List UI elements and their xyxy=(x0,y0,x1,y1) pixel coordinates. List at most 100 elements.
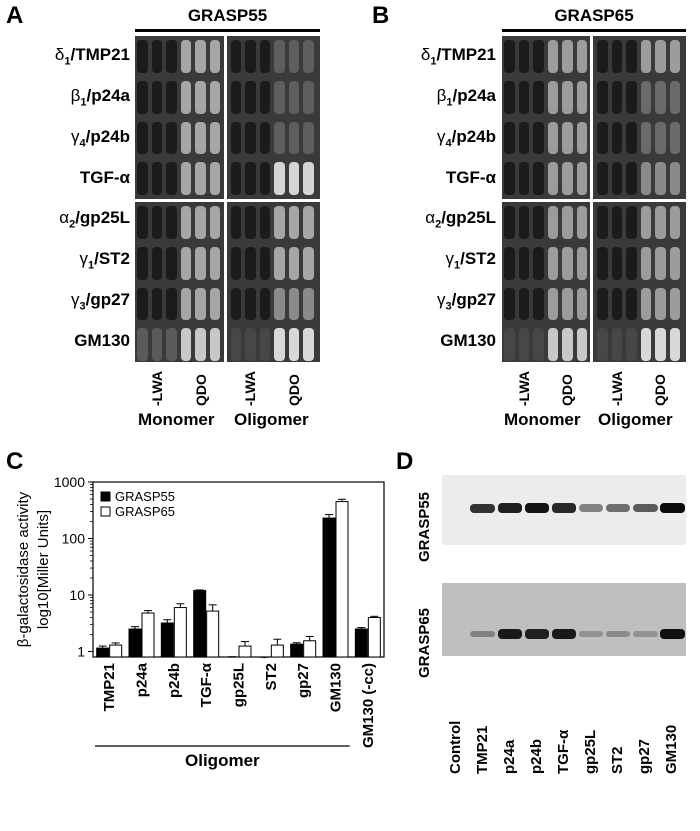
yeast-colony xyxy=(611,121,622,155)
western-band xyxy=(551,629,577,639)
yeast-colony xyxy=(151,328,163,361)
yeast-colony xyxy=(245,246,256,280)
yeast-colony xyxy=(303,40,314,73)
yeast-colony xyxy=(518,162,529,195)
western-label-grasp65: GRASP65 xyxy=(416,607,433,678)
yeast-colony xyxy=(230,246,242,280)
yeast-colony xyxy=(151,40,163,73)
western-band xyxy=(633,503,658,513)
yeast-colony xyxy=(137,246,148,280)
row-label-subscript: 2 xyxy=(435,218,442,231)
yeast-colony xyxy=(245,206,256,239)
yeast-colony xyxy=(611,328,622,361)
yeast-colony xyxy=(655,328,666,361)
row-label-subscript: 4 xyxy=(79,137,86,150)
row-label: γ4/p24b xyxy=(437,127,496,149)
yeast-colony xyxy=(274,162,285,195)
yeast-colony xyxy=(166,80,177,114)
western-label-grasp55: GRASP55 xyxy=(416,491,433,562)
panel-a-yeast-grid xyxy=(135,36,320,362)
yeast-colony xyxy=(259,80,271,114)
yeast-colony xyxy=(655,121,666,155)
yeast-colony xyxy=(504,287,515,321)
yeast-colony xyxy=(274,121,285,155)
lane-label: Control xyxy=(446,720,464,774)
yeast-colony xyxy=(259,40,271,73)
yeast-colony xyxy=(626,80,637,114)
column-label: -LWA xyxy=(608,371,625,406)
yeast-colony xyxy=(151,206,163,239)
yeast-colony xyxy=(137,162,148,195)
panel-a-title-rule xyxy=(135,29,320,32)
row-label-greek: δ xyxy=(54,45,65,65)
yeast-colony xyxy=(655,206,666,239)
panel-letter-c: C xyxy=(6,448,24,475)
yeast-colony xyxy=(640,328,651,361)
yeast-colony xyxy=(518,80,529,114)
row-label-greek: γ xyxy=(70,126,80,146)
row-label-name: /gp27 xyxy=(451,289,496,309)
yeast-colony xyxy=(303,121,314,155)
yeast-colony xyxy=(576,121,587,155)
row-label: α2/gp25L xyxy=(59,208,130,230)
row-label-name: TGF-α xyxy=(79,167,130,187)
row-label: γ3/gp27 xyxy=(437,290,496,312)
yeast-colony xyxy=(655,40,666,73)
row-label: GM130 xyxy=(440,331,496,351)
yeast-colony xyxy=(151,121,163,155)
yeast-colony xyxy=(562,40,573,73)
yeast-colony xyxy=(504,40,515,73)
yeast-colony xyxy=(547,246,558,280)
row-label-greek: γ xyxy=(70,289,80,309)
yeast-colony xyxy=(245,121,256,155)
yeast-colony xyxy=(166,246,177,280)
yeast-colony xyxy=(245,80,256,114)
row-label-name: /gp25L xyxy=(441,208,496,228)
row-label-greek: γ xyxy=(445,249,454,269)
lane-label: gp27 xyxy=(636,738,654,774)
yeast-colony xyxy=(209,162,221,195)
yeast-colony xyxy=(209,287,221,321)
row-label-subscript: 1 xyxy=(430,55,437,68)
row-label-name: TGF-α xyxy=(445,167,496,187)
yeast-colony xyxy=(274,328,285,361)
yeast-colony xyxy=(288,121,300,155)
oligomer-group-label: Oligomer xyxy=(185,751,260,770)
yeast-colony xyxy=(259,246,271,280)
yeast-colony xyxy=(504,121,515,155)
yeast-colony xyxy=(533,121,544,155)
column-label: -LWA xyxy=(242,371,259,406)
row-label-subscript: 1 xyxy=(453,259,461,272)
yeast-colony xyxy=(655,80,666,114)
yeast-colony xyxy=(640,80,651,114)
yeast-colony xyxy=(180,162,192,195)
row-label-subscript: 1 xyxy=(87,259,95,272)
yeast-colony xyxy=(151,162,163,195)
panel-b-column-labels: -LWA QDO -LWA QDO xyxy=(502,368,686,408)
yeast-colony xyxy=(288,40,300,73)
western-band xyxy=(497,629,522,639)
yeast-colony xyxy=(669,246,680,280)
row-label-greek: γ xyxy=(79,249,88,269)
yeast-colony xyxy=(597,80,608,114)
row-label-greek: δ xyxy=(420,45,431,65)
y-axis-label-line1: β-galactosidase activity xyxy=(15,491,32,647)
bar-grasp65 xyxy=(206,610,220,658)
x-tick-label: gp27 xyxy=(295,663,312,698)
panel-a-header: GRASP55 xyxy=(135,6,320,32)
row-label-subscript: 1 xyxy=(446,96,453,109)
panel-b-oligomer-label: Oligomer xyxy=(598,410,673,429)
yeast-colony xyxy=(669,162,680,195)
yeast-colony xyxy=(576,80,587,114)
yeast-colony xyxy=(669,80,680,114)
western-band xyxy=(578,630,604,638)
lane-label: TGF-α xyxy=(555,729,572,774)
bar-grasp55 xyxy=(96,647,110,658)
row-label-subscript: 1 xyxy=(80,96,87,109)
western-band xyxy=(606,504,631,512)
lane-label: p24a xyxy=(500,739,518,774)
yeast-colony xyxy=(597,162,608,195)
panel-a-monomer-label: Monomer xyxy=(138,410,215,429)
bar-grasp65 xyxy=(109,644,123,658)
yeast-colony xyxy=(245,162,256,195)
